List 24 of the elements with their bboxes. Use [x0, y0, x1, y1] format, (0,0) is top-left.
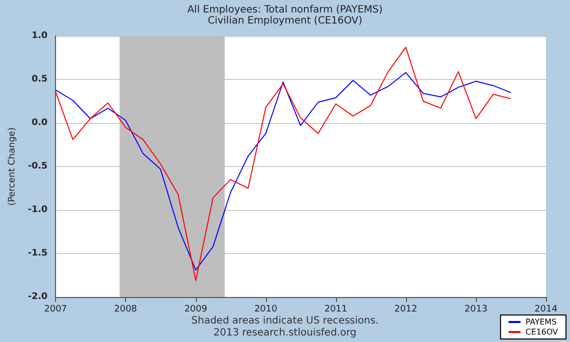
- y-tick-label: -1.5: [28, 248, 48, 258]
- x-tick-label: 2009: [184, 304, 208, 314]
- x-tick-label: 2013: [464, 304, 488, 314]
- y-tick-label: 0.0: [32, 118, 48, 128]
- x-tick-label: 2010: [254, 304, 278, 314]
- chart-title: All Employees: Total nonfarm (PAYEMS): [187, 4, 383, 16]
- x-tick-label: 2014: [534, 304, 558, 314]
- line-series: [55, 72, 512, 271]
- x-tick-label: 2011: [324, 304, 348, 314]
- x-tick-label: 2012: [394, 304, 418, 314]
- x-tick-label: 2007: [44, 304, 68, 314]
- y-tick-label: -1.0: [28, 205, 48, 215]
- y-tick-label: -0.5: [28, 162, 48, 172]
- line-series: [55, 46, 512, 281]
- chart-subtitle: Civilian Employment (CE16OV): [208, 16, 362, 26]
- x-tick-label: 2008: [114, 304, 138, 314]
- y-tick-label: -2.0: [28, 292, 48, 302]
- y-axis-title: (Percent Change): [8, 127, 18, 206]
- legend-label: PAYEMS: [526, 318, 557, 326]
- legend-label: CE16OV: [526, 328, 559, 336]
- text: 2013 research.stlouisfed.org: [213, 328, 357, 338]
- y-tick-label: 1.0: [32, 31, 48, 41]
- y-tick-label: 0.5: [32, 74, 48, 84]
- text: Shaded areas indicate US recessions.: [191, 316, 379, 326]
